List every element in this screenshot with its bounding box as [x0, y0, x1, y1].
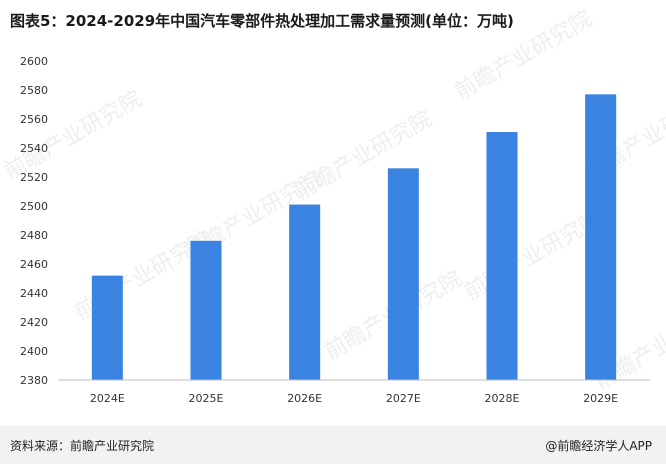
bar-2027E [387, 168, 419, 380]
x-tick-label: 2024E [90, 392, 125, 405]
x-axis-labels: 2024E 2025E 2026E 2027E 2028E 2029E [90, 392, 618, 405]
y-axis-labels: 2380 2400 2420 2440 2460 2480 2500 2520 2540 2560… [20, 55, 48, 387]
x-tick-label: 2029E [583, 392, 618, 405]
y-tick-label: 2400 [20, 345, 48, 358]
y-tick-label: 2580 [20, 84, 48, 97]
brand-credit: @前瞻经济学人APP [545, 439, 652, 453]
y-tick-label: 2480 [20, 229, 48, 242]
y-tick-label: 2540 [20, 142, 48, 155]
x-tick-label: 2028E [485, 392, 520, 405]
watermark-logo: 前瞻产业研究院 [461, 207, 607, 306]
bar-2029E [585, 94, 617, 380]
bar-2026E [289, 204, 321, 380]
x-tick-label: 2027E [386, 392, 421, 405]
y-tick-label: 2460 [20, 258, 48, 271]
y-tick-label: 2380 [20, 374, 48, 387]
y-tick-label: 2420 [20, 316, 48, 329]
y-tick-label: 2440 [20, 287, 48, 300]
y-tick-label: 2560 [20, 113, 48, 126]
x-tick-label: 2026E [287, 392, 322, 405]
chart-title: 图表5：2024-2029年中国汽车零部件热处理加工需求量预测(单位：万吨) [10, 12, 514, 30]
y-tick-label: 2600 [20, 55, 48, 68]
bar-2028E [486, 132, 518, 380]
footer-bar [0, 426, 666, 464]
x-tick-label: 2025E [189, 392, 224, 405]
bar-chart: 前瞻产业研究院前瞻产业研究院前瞻产业研究院前瞻产业研究院前瞻产业研究院前瞻产业研… [1, 7, 666, 405]
y-tick-label: 2520 [20, 171, 48, 184]
y-tick-label: 2500 [20, 200, 48, 213]
bar-2024E [91, 275, 123, 380]
bars [91, 94, 617, 380]
source-note: 资料来源：前瞻产业研究院 [10, 439, 155, 453]
bar-2025E [190, 240, 222, 380]
watermark-logo: 前瞻产业研究院 [451, 7, 597, 106]
